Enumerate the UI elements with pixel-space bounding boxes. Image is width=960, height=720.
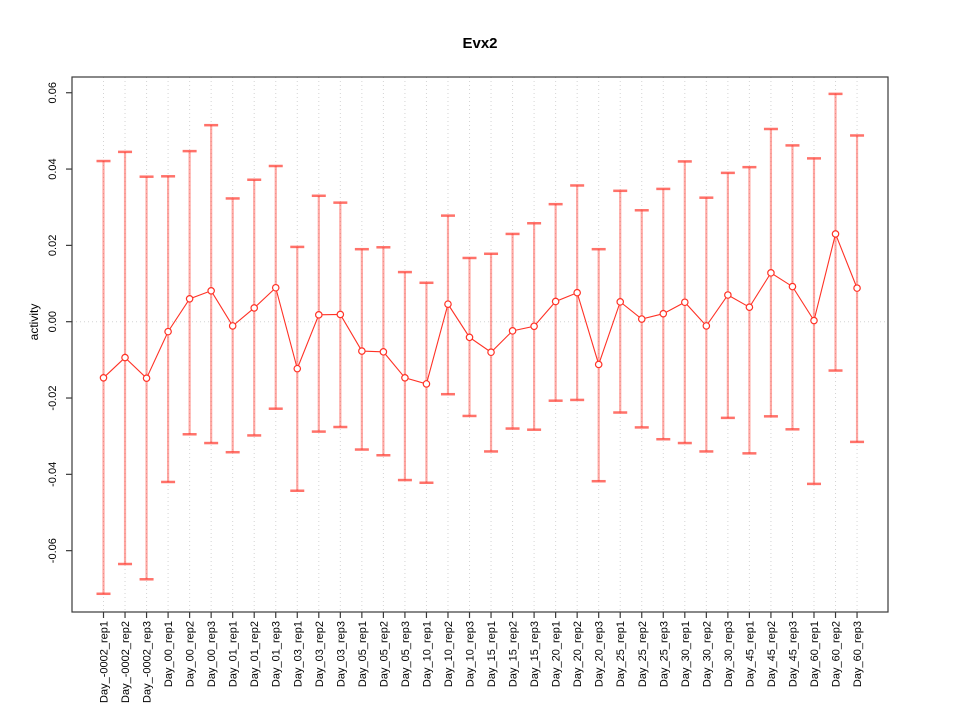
x-tick-label: Day_30_rep2 <box>701 621 713 687</box>
y-tick-label: -0.02 <box>47 385 59 410</box>
data-point <box>271 283 280 292</box>
x-tick-label: Day_00_rep1 <box>163 621 175 687</box>
x-tick-label: Day_10_rep2 <box>443 621 455 687</box>
x-tick-label: Day_45_rep3 <box>787 621 799 687</box>
data-point <box>594 360 603 369</box>
x-tick-label: Day_60_rep2 <box>831 621 843 687</box>
data-point <box>767 269 775 277</box>
data-point <box>745 303 754 311</box>
data-point <box>207 286 215 295</box>
x-tick-label: Day_00_rep2 <box>185 621 197 687</box>
data-point <box>465 333 474 342</box>
x-tick-label: Day_03_rep1 <box>292 621 304 687</box>
data-point <box>250 304 259 312</box>
data-point <box>616 298 625 306</box>
x-tick-label: Day_15_rep3 <box>529 621 541 687</box>
chart-title: Evx2 <box>462 35 498 52</box>
x-tick-label: Day_60_rep1 <box>809 621 821 687</box>
x-tick-label: Day_20_rep2 <box>572 621 584 687</box>
data-point <box>142 374 151 382</box>
data-point <box>164 327 172 336</box>
x-tick-label: Day_05_rep3 <box>400 621 412 687</box>
data-point <box>659 309 668 318</box>
data-point <box>401 373 409 382</box>
plot-border <box>71 76 889 613</box>
x-tick-label: Day_25_rep1 <box>615 621 627 687</box>
x-tick-label: Day_01_rep3 <box>271 621 283 687</box>
y-tick-label: -0.06 <box>47 538 59 563</box>
x-tick-label: Day_10_rep1 <box>421 621 433 687</box>
data-point <box>422 380 431 388</box>
x-tick-label: Day_01_rep2 <box>249 621 261 687</box>
data-point <box>293 364 302 373</box>
data-point <box>444 300 452 308</box>
x-tick-label: Day_25_rep3 <box>658 621 670 687</box>
x-tick-label: Day_-0002_rep1 <box>99 621 111 703</box>
data-point <box>358 347 366 355</box>
y-tick-label: 0.00 <box>47 311 59 332</box>
x-tick-label: Day_03_rep2 <box>314 621 326 687</box>
data-point <box>551 297 560 306</box>
y-tick-label: 0.06 <box>47 82 59 103</box>
x-tick-label: Day_-0002_rep3 <box>142 621 154 703</box>
data-point <box>788 282 797 291</box>
x-tick-label: Day_60_rep3 <box>852 621 864 687</box>
data-point <box>336 310 345 319</box>
x-tick-label: Day_25_rep2 <box>637 621 649 687</box>
data-point <box>530 322 538 331</box>
y-tick-label: 0.02 <box>47 235 59 256</box>
x-tick-label: Day_15_rep1 <box>486 621 498 687</box>
data-point <box>487 348 495 357</box>
x-tick-label: Day_-0002_rep2 <box>120 621 132 703</box>
data-point <box>810 316 818 325</box>
x-tick-label: Day_20_rep1 <box>551 621 563 687</box>
x-tick-label: Day_45_rep2 <box>766 621 778 687</box>
y-tick-label: 0.04 <box>47 158 59 179</box>
data-point <box>681 298 689 307</box>
data-point <box>853 284 861 292</box>
data-point <box>831 230 840 238</box>
x-tick-label: Day_03_rep3 <box>335 621 347 687</box>
x-tick-label: Day_30_rep3 <box>723 621 735 687</box>
y-tick-label: -0.04 <box>47 462 59 487</box>
x-tick-label: Day_30_rep1 <box>680 621 692 687</box>
x-tick-label: Day_10_rep3 <box>465 621 477 687</box>
data-point <box>121 353 129 362</box>
data-point <box>573 288 581 297</box>
x-tick-label: Day_45_rep1 <box>744 621 756 687</box>
x-tick-label: Day_20_rep3 <box>594 621 606 687</box>
data-point <box>508 327 517 335</box>
data-point <box>228 322 237 330</box>
data-point <box>379 348 388 356</box>
series-line <box>103 232 858 385</box>
data-point <box>637 315 646 323</box>
x-tick-label: Day_05_rep2 <box>378 621 390 687</box>
data-point <box>99 373 108 382</box>
x-tick-label: Day_00_rep3 <box>206 621 218 687</box>
x-tick-label: Day_01_rep1 <box>228 621 240 687</box>
x-tick-label: Day_15_rep2 <box>508 621 520 687</box>
data-point <box>314 311 323 319</box>
data-point <box>185 295 194 303</box>
x-tick-label: Day_05_rep1 <box>357 621 369 687</box>
data-point <box>724 291 732 299</box>
data-point <box>702 322 711 330</box>
